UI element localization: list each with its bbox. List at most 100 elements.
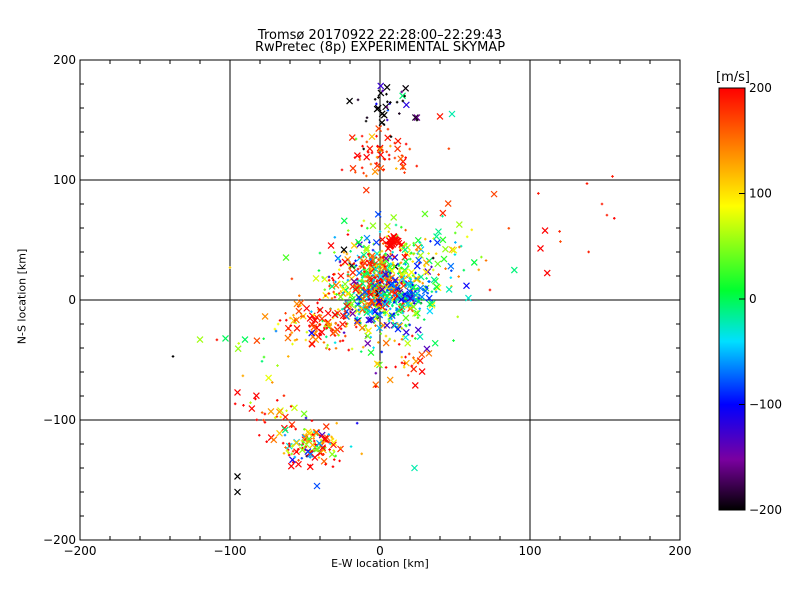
- data-point: [263, 420, 267, 424]
- data-point: [257, 433, 261, 437]
- data-point: [380, 249, 384, 253]
- data-point: [320, 446, 327, 454]
- data-point: [317, 269, 321, 272]
- data-point: [375, 155, 379, 159]
- data-point: [292, 313, 295, 317]
- data-point: [324, 462, 327, 466]
- data-point: [605, 213, 609, 217]
- data-point: [374, 210, 382, 218]
- data-point: [291, 342, 294, 346]
- data-point: [301, 446, 304, 450]
- data-point: [260, 359, 264, 363]
- data-point: [392, 312, 395, 316]
- data-point: [310, 310, 313, 313]
- data-point: [324, 309, 332, 317]
- data-point: [413, 302, 416, 305]
- data-point: [383, 300, 386, 304]
- data-point: [368, 305, 371, 309]
- colorbar-ticks: −200 −100 0 100 200: [739, 81, 782, 517]
- data-point: [171, 355, 175, 358]
- data-point: [426, 307, 434, 315]
- data-point: [287, 442, 291, 445]
- data-point: [490, 190, 498, 198]
- data-point: [320, 457, 328, 465]
- data-point: [228, 266, 232, 269]
- data-point: [367, 349, 375, 356]
- data-point: [324, 294, 327, 297]
- data-point: [325, 335, 328, 339]
- data-point: [387, 153, 391, 157]
- data-point: [356, 267, 360, 271]
- data-point: [401, 302, 405, 305]
- data-point: [281, 441, 285, 445]
- data-point: [345, 324, 348, 328]
- data-point: [241, 374, 245, 378]
- data-point: [351, 308, 354, 311]
- data-point: [414, 337, 417, 340]
- data-point: [373, 307, 376, 311]
- data-point: [381, 265, 384, 269]
- data-point: [394, 167, 398, 170]
- data-point: [358, 154, 362, 158]
- data-point: [453, 253, 457, 256]
- data-point: [385, 118, 389, 122]
- data-point: [397, 155, 405, 163]
- data-point: [402, 328, 410, 336]
- data-point: [255, 418, 259, 422]
- data-point: [402, 314, 410, 322]
- data-point: [339, 320, 347, 328]
- data-point: [431, 268, 435, 272]
- data-point: [404, 156, 407, 159]
- data-point: [445, 285, 453, 293]
- data-point: [397, 278, 401, 282]
- data-point: [265, 440, 269, 443]
- y-tick-label: 100: [53, 173, 76, 187]
- data-point: [388, 271, 392, 275]
- data-point: [349, 269, 357, 276]
- data-point: [378, 236, 386, 244]
- data-point: [311, 316, 319, 324]
- data-point: [279, 415, 282, 419]
- data-point: [305, 430, 313, 437]
- data-point: [215, 338, 219, 342]
- data-point: [393, 293, 397, 297]
- data-point: [325, 326, 329, 330]
- data-point: [319, 438, 323, 442]
- data-point: [442, 245, 449, 253]
- data-point: [465, 235, 469, 239]
- data-point: [386, 100, 389, 104]
- data-point: [403, 94, 407, 98]
- data-point: [305, 330, 309, 334]
- data-point: [362, 255, 365, 259]
- data-point: [297, 294, 301, 297]
- data-point: [380, 278, 384, 281]
- data-point: [378, 311, 382, 315]
- data-point: [372, 381, 380, 389]
- data-point: [349, 249, 352, 253]
- x-tick-label: 200: [669, 544, 692, 558]
- data-point: [371, 290, 375, 294]
- data-point: [392, 300, 396, 304]
- data-point: [397, 272, 400, 275]
- data-point: [293, 339, 297, 342]
- data-point: [346, 274, 350, 278]
- data-point: [444, 267, 447, 270]
- data-point: [276, 322, 280, 326]
- data-point: [369, 222, 377, 230]
- data-point: [393, 141, 397, 145]
- data-point: [437, 273, 440, 276]
- data-point: [361, 279, 365, 283]
- data-point: [297, 459, 300, 462]
- data-point: [394, 280, 397, 283]
- data-point: [363, 270, 366, 274]
- data-point: [384, 253, 388, 257]
- data-point: [381, 89, 384, 93]
- data-point: [338, 280, 341, 284]
- data-point: [234, 388, 241, 396]
- data-point: [378, 110, 386, 118]
- data-point: [276, 408, 283, 416]
- data-point: [360, 224, 364, 228]
- data-point: [440, 255, 448, 263]
- data-point: [408, 307, 412, 311]
- data-point: [275, 398, 279, 402]
